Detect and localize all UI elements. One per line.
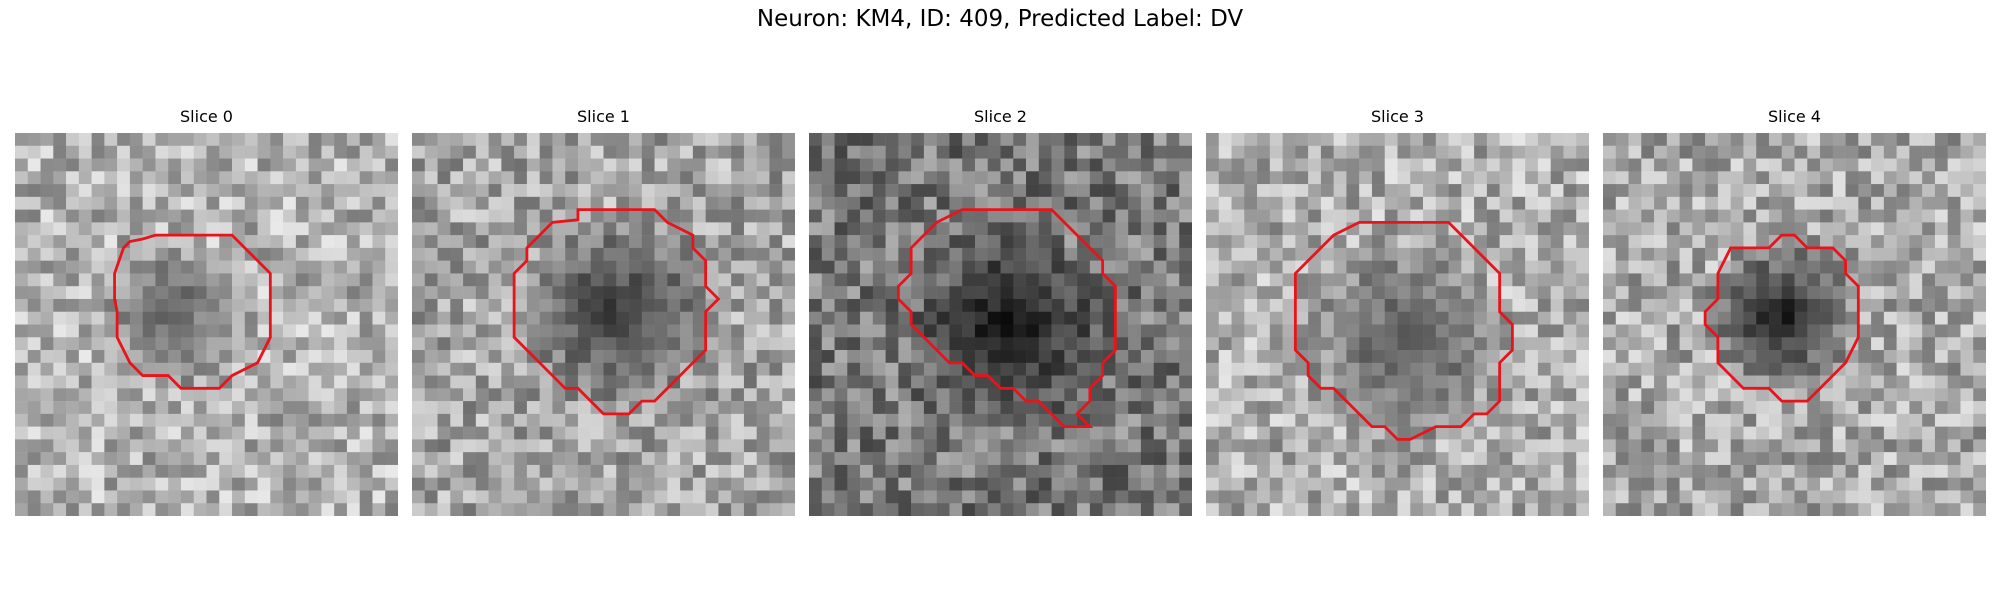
slice-image-2 bbox=[809, 133, 1192, 516]
slice-title: Slice 2 bbox=[974, 107, 1027, 126]
slice-title: Slice 4 bbox=[1768, 107, 1821, 126]
slice-title: Slice 0 bbox=[180, 107, 233, 126]
slice-image-1 bbox=[412, 133, 795, 516]
slice-image-4 bbox=[1603, 133, 1986, 516]
slice-title: Slice 3 bbox=[1371, 107, 1424, 126]
slice-title: Slice 1 bbox=[577, 107, 630, 126]
figure-title: Neuron: KM4, ID: 409, Predicted Label: D… bbox=[756, 6, 1244, 32]
slice-image-3 bbox=[1206, 133, 1589, 516]
slice-image-0 bbox=[15, 133, 398, 516]
